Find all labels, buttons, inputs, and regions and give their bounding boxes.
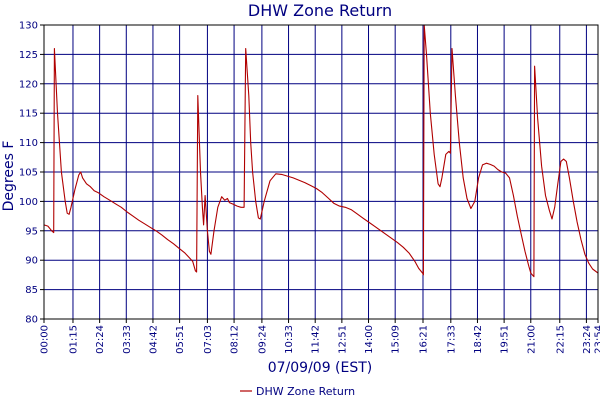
x-tick-label: 01:15 bbox=[68, 325, 79, 354]
y-tick-label: 100 bbox=[19, 197, 38, 208]
series-layer bbox=[43, 24, 599, 278]
x-axis-ticks: 00:00 01:15 02:24 03:33 04:42 05:51 07:03 08:12… bbox=[40, 319, 600, 354]
y-tick-label: 95 bbox=[25, 226, 38, 237]
grid bbox=[43, 24, 599, 320]
x-tick-label: 15:09 bbox=[391, 325, 402, 354]
x-tick-label: 19:51 bbox=[500, 325, 511, 354]
y-tick-label: 125 bbox=[19, 50, 38, 61]
legend-label: DHW Zone Return bbox=[256, 385, 355, 398]
chart-title: DHW Zone Return bbox=[248, 1, 392, 20]
x-tick-label: 00:00 bbox=[40, 325, 51, 354]
x-tick-label: 22:15 bbox=[555, 325, 566, 354]
x-tick-label: 17:33 bbox=[446, 325, 457, 354]
x-tick-label: 04:42 bbox=[148, 325, 159, 354]
y-axis-ticks: 80 85 90 95 100 105 110 115 120 125 130 bbox=[19, 21, 44, 326]
x-tick-label: 05:51 bbox=[175, 325, 186, 354]
y-tick-label: 120 bbox=[19, 79, 38, 90]
x-tick-label: 16:21 bbox=[418, 325, 429, 354]
x-tick-label: 09:24 bbox=[257, 325, 268, 354]
series-line bbox=[43, 24, 599, 278]
y-tick-label: 130 bbox=[19, 21, 38, 32]
x-tick-label: 08:12 bbox=[230, 325, 241, 354]
x-tick-label: 07:03 bbox=[203, 325, 214, 354]
x-tick-label: 02:24 bbox=[95, 325, 106, 354]
x-tick-label: 21:00 bbox=[526, 325, 537, 354]
x-tick-label: 18:42 bbox=[473, 325, 484, 354]
y-tick-label: 105 bbox=[19, 168, 38, 179]
y-tick-label: 110 bbox=[19, 138, 38, 149]
legend: DHW Zone Return bbox=[240, 385, 355, 398]
x-tick-label: 23:24 bbox=[582, 325, 593, 354]
x-tick-label: 03:33 bbox=[122, 325, 133, 354]
x-tick-label: 11:42 bbox=[311, 325, 322, 354]
x-tick-label: 10:33 bbox=[284, 325, 295, 354]
y-tick-label: 90 bbox=[25, 256, 38, 267]
x-axis-label: 07/09/09 (EST) bbox=[268, 360, 373, 376]
x-tick-label: 12:51 bbox=[337, 325, 348, 354]
y-axis-label: Degrees F bbox=[1, 141, 17, 212]
x-tick-label: 14:00 bbox=[364, 325, 375, 354]
y-tick-label: 80 bbox=[25, 315, 38, 326]
y-tick-label: 115 bbox=[19, 109, 38, 120]
x-tick-label: 23:54 bbox=[594, 325, 600, 354]
y-tick-label: 85 bbox=[25, 285, 38, 296]
